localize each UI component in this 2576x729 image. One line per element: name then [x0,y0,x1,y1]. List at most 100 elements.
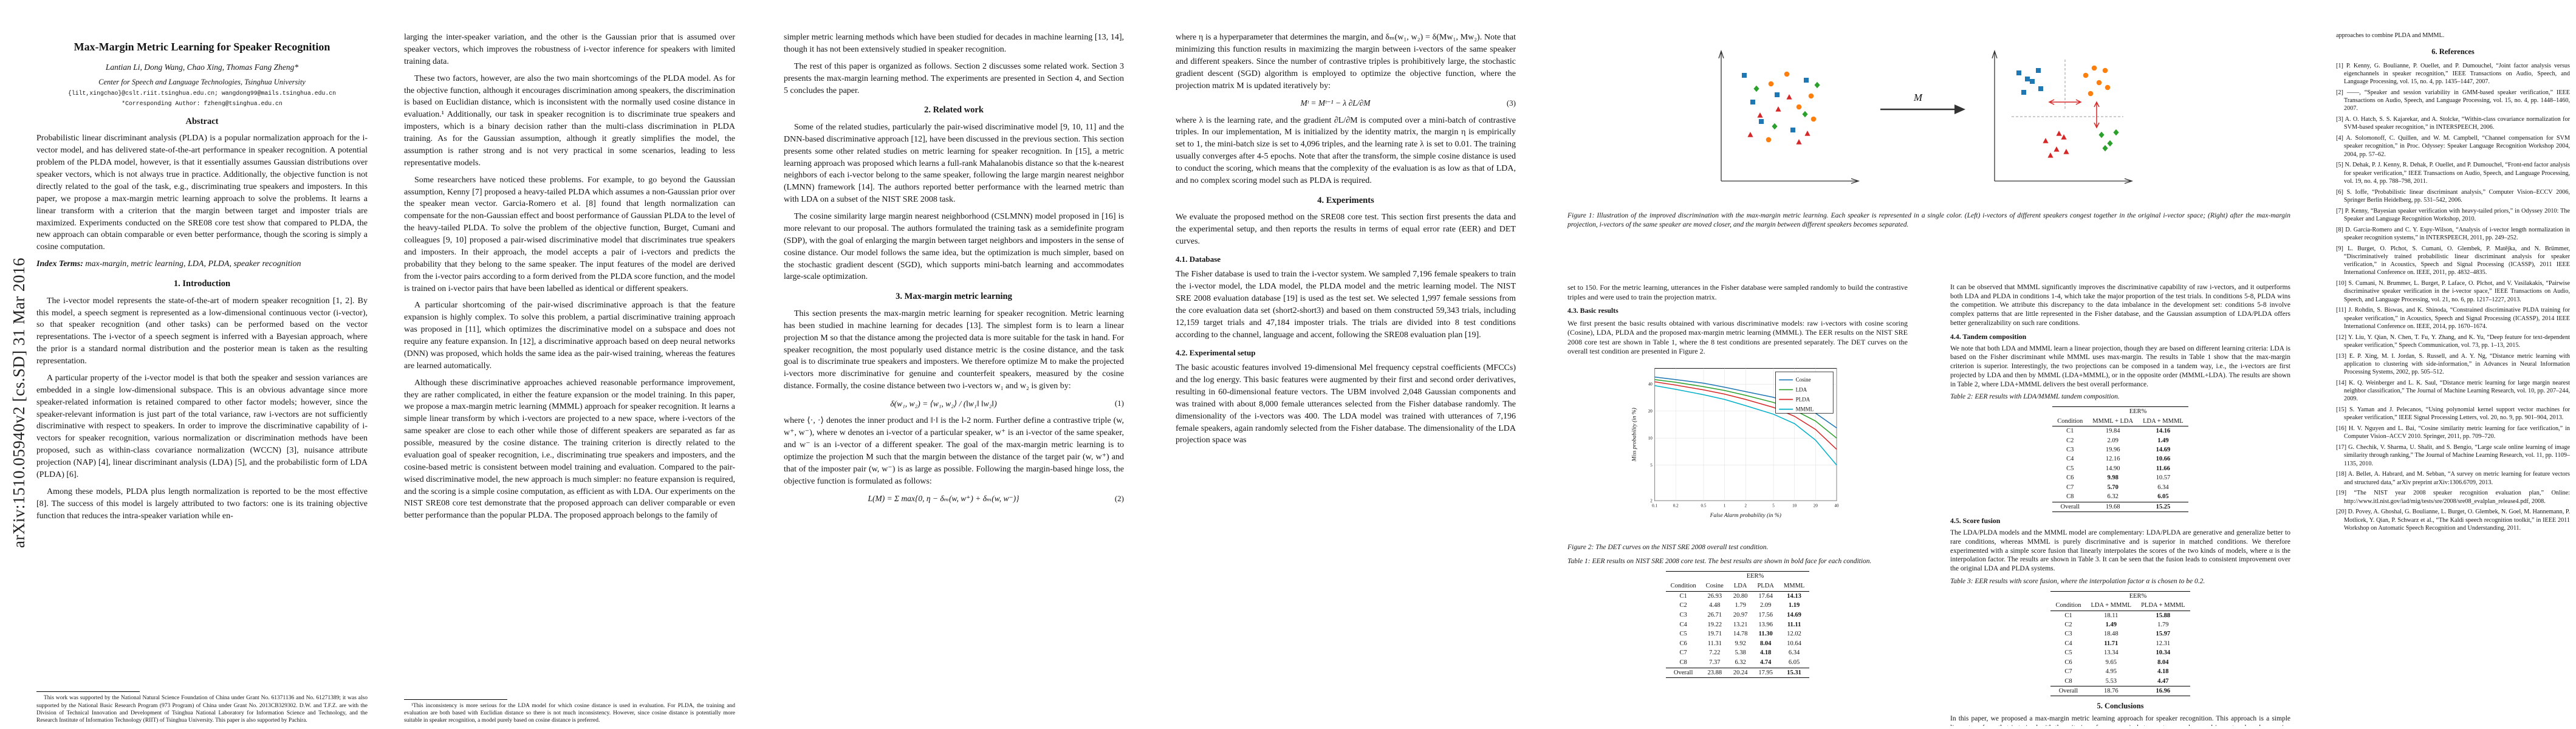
table-cell: 18.48 [2103,631,2119,638]
table-cell: 14.16 [2156,428,2171,435]
table-cell: C6 [2066,474,2074,482]
reference-item: [14] K. Q. Weinberger and L. K. Saul, “D… [2336,379,2570,403]
section-heading-related-work: 2. Related work [924,105,984,115]
table-cell: 1.79 [1735,602,1746,609]
svg-text:5: 5 [1650,463,1653,468]
table-cell: C8 [2064,677,2072,685]
column-7: approaches to combine PLDA and MMML. 6. … [2336,32,2570,726]
reference-item: [10] S. Cumani, N. Brummer, L. Burget, P… [2336,280,2570,303]
table2-caption: Table 2: EER results with LDA/MMML tande… [1950,393,2120,401]
table-header-cell: PLDA [1752,581,1779,592]
table-cell: 16.96 [2136,686,2190,697]
introduction-continued: larging the inter-speaker variation, and… [404,33,735,66]
paragraph: Although these discriminative approaches… [404,378,735,521]
table-header-cell [2050,590,2086,601]
table-cell: 6.32 [1735,659,1746,666]
table-cell: 13.34 [2103,649,2119,657]
subsection-heading-basic-results: 4.3. Basic results [1567,306,1619,315]
svg-text:20: 20 [1648,409,1653,414]
table-cell: 20.24 [1728,667,1753,679]
basic-results-paragraph: We first present the basic results obtai… [1567,318,1908,356]
svg-text:10: 10 [1648,436,1653,440]
table-cell: C8 [1679,659,1687,666]
table-header-cell: Cosine [1701,581,1728,592]
paragraph: Some researchers have noticed these prob… [404,175,735,293]
table-cell: 26.93 [1707,592,1722,600]
table-cell: 7.22 [1709,649,1721,657]
table-cell: 1.19 [1788,602,1800,609]
table-cell: C7 [1679,649,1687,657]
table-cell: 18.76 [2086,686,2137,697]
table-cell: 7.37 [1709,659,1721,666]
fusion-paragraph: The LDA/PLDA models and the MMML model a… [1950,529,2290,572]
table-cell: 14.78 [1733,631,1748,638]
index-terms: Index Terms: max-margin, metric learning… [36,258,368,270]
table-cell: 26.71 [1707,611,1722,618]
experiments-intro: We evaluate the proposed method on the S… [1176,213,1516,247]
table-cell: 11.71 [2104,640,2119,647]
table-cell: C7 [2064,668,2072,676]
table-cell: 19.96 [2105,446,2120,453]
table1-caption: Table 1: EER results on NIST SRE 2008 co… [1567,558,1872,566]
svg-text:1: 1 [1724,504,1726,508]
reference-item: [16] H. V. Nguyen and L. Bai, “Cosine si… [2336,425,2570,440]
table-cell: 5.70 [2107,484,2119,491]
table-header-cell: EER% [2088,406,2188,417]
table-cell: 17.95 [1752,667,1779,679]
table-cell: 2.09 [1759,602,1772,609]
table-cell: 8.04 [1759,640,1772,647]
table-cell: 10.34 [2156,649,2171,657]
table-cell: 8.04 [2157,659,2169,666]
legend-label: MMML [1796,406,1814,412]
reference-item: [8] D. Garcia-Romero and C. Y. Espy-Wils… [2336,226,2570,241]
table-cell: 15.88 [2156,612,2171,619]
subsection-heading-fusion: 4.5. Score fusion [1950,516,2001,525]
table-cell: 17.64 [1758,592,1773,600]
table-cell: 13.96 [1758,621,1773,628]
table-cell: 5.38 [1735,649,1746,657]
footnote-funding: This work was supported by the National … [36,691,368,726]
table-cell: C8 [2066,493,2074,501]
svg-text:2: 2 [1650,499,1653,504]
table-header-cell: EER% [1701,571,1810,581]
section-heading-max-margin: 3. Max-margin metric learning [896,292,1012,302]
reference-item: [12] Y. Liu, Y. Qian, N. Chen, T. Fu, Y.… [2336,334,2570,349]
max-margin-paragraph-1: This section presents the max-margin met… [784,309,1124,391]
table-cell: 11.31 [1707,640,1722,647]
table-header-cell: Condition [2050,601,2086,611]
table-cell: 20.80 [1733,592,1748,600]
table-cell: 17.56 [1758,611,1773,618]
reference-item: [15] S. Yaman and J. Pelecanos, “Using p… [2336,406,2570,422]
reference-item: [13] E. P. Xing, M. I. Jordan, S. Russel… [2336,352,2570,376]
arxiv-stamp: arXiv:1510.05940v2 [cs.SD] 31 Mar 2016 [10,258,28,548]
table-cell: 4.18 [1759,649,1772,657]
introduction-paragraphs-2: These two factors, however, are also the… [404,73,735,522]
table-cell: 5.53 [2105,677,2117,685]
table-header-cell: MMML + LDA [2088,416,2139,427]
table-cell: 19.22 [1707,621,1722,628]
table-cell: Overall [2052,501,2088,513]
reference-list: [1] P. Kenny, G. Boulianne, P. Ouellet, … [2336,62,2570,533]
max-margin-paragraph-2: where ⟨·, ·⟩ denotes the inner product a… [784,416,1124,486]
column-1: Max-Margin Metric Learning for Speaker R… [36,32,368,726]
paragraph: The cosine similarity large margin neare… [784,212,1124,282]
table-cell: C4 [2064,640,2072,647]
paper-corresponding-email: *Corresponding Author: fzheng@tsinghua.e… [122,100,283,108]
equation-3: Mᵗ = Mᵗ⁻¹ − λ ∂L/∂M (3) [1176,97,1516,109]
abstract-text: Probabilistic linear discriminant analys… [36,134,368,252]
svg-text:2: 2 [1744,504,1747,508]
conclusions-continued: approaches to combine PLDA and MMML. [2336,32,2445,39]
table-cell: 20.97 [1733,611,1748,618]
reference-item: [5] N. Dehak, P. J. Kenny, R. Dehak, P. … [2336,162,2570,185]
table-cell: 4.18 [2157,668,2169,676]
table-header-cell: Condition [2052,416,2088,427]
table-cell: 2.09 [2107,437,2119,444]
equation-3-formula: Mᵗ = Mᵗ⁻¹ − λ ∂L/∂M [1300,98,1371,108]
table-header-cell: Condition [1665,581,1701,592]
table-cell: 12.02 [1787,631,1801,638]
table3: EER% Condition LDA + MMML PLDA + MMML C1 18.1… [1950,590,2290,697]
column-5: set to 150. For the metric learning, utt… [1567,283,1908,726]
equation-1-number: (1) [1114,399,1124,408]
table-cell: C4 [1679,621,1687,628]
